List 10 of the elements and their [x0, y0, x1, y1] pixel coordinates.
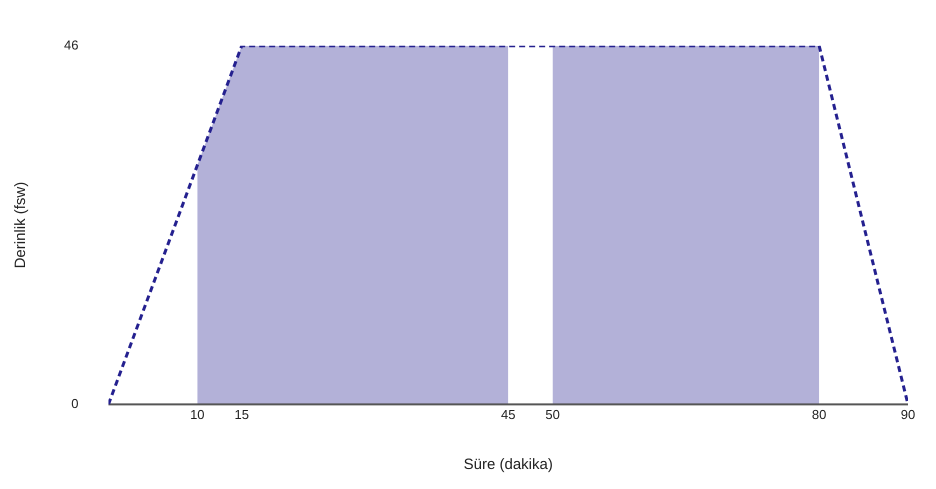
y-tick-label: 0 — [71, 396, 78, 411]
x-tick-label: 80 — [812, 406, 826, 422]
x-tick-label: 90 — [900, 406, 916, 422]
x-tick-label: 50 — [545, 406, 560, 422]
x-tick-label: 15 — [234, 406, 249, 422]
x-tick-label: 45 — [500, 406, 516, 422]
y-tick-label: 46 — [64, 37, 78, 52]
y-axis-title: Derinlik (fsw) — [12, 182, 30, 268]
x-axis-title: Süre (dakika) — [464, 456, 553, 474]
x-tick-label: 10 — [190, 406, 205, 422]
